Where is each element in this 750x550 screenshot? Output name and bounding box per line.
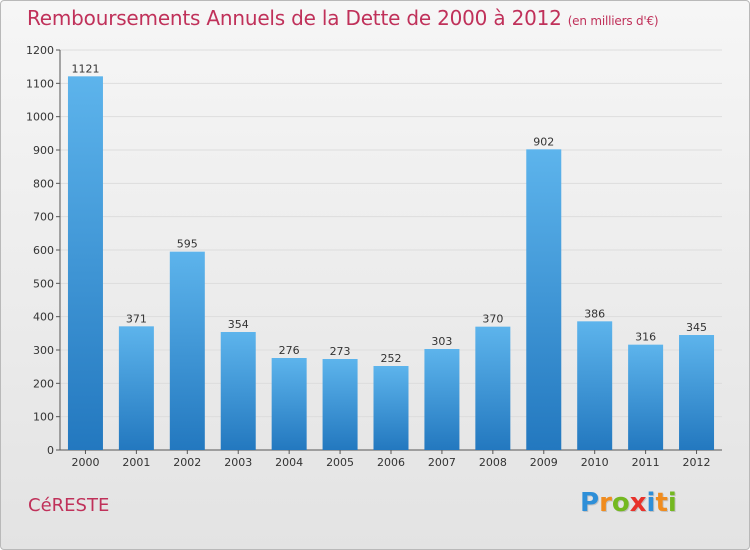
y-tick-label: 600 <box>33 244 54 257</box>
bar-value-label: 371 <box>126 312 147 325</box>
logo-letter: o <box>611 488 630 518</box>
bar-value-label: 303 <box>431 335 452 348</box>
chart-title: Remboursements Annuels de la Dette de 20… <box>27 6 659 30</box>
y-tick-label: 800 <box>33 177 54 190</box>
proxiti-logo: Proxiti <box>580 488 677 518</box>
bar-value-label: 316 <box>635 331 656 344</box>
x-tick-label: 2006 <box>377 456 405 469</box>
x-tick-label: 2010 <box>581 456 609 469</box>
y-tick-label: 400 <box>33 311 54 324</box>
bar <box>118 326 154 450</box>
logo-letter: t <box>655 488 668 518</box>
bar <box>679 335 715 450</box>
commune-name: CéRESTE <box>28 495 110 516</box>
x-tick-label: 2007 <box>428 456 456 469</box>
logo-letter: i <box>646 488 656 518</box>
bar <box>424 349 460 450</box>
title-text: Remboursements Annuels de la Dette de 20… <box>27 6 562 30</box>
x-tick-label: 2012 <box>683 456 711 469</box>
bar-value-label: 273 <box>330 345 351 358</box>
chart-subtitle: (en milliers d'€) <box>567 14 659 28</box>
bar <box>526 149 562 451</box>
logo-letter: x <box>629 488 647 518</box>
bar-value-label: 386 <box>584 307 605 320</box>
bar <box>271 358 307 450</box>
bar <box>577 321 613 450</box>
y-tick-label: 200 <box>33 377 54 390</box>
x-tick-label: 2011 <box>632 456 660 469</box>
y-tick-label: 300 <box>33 344 54 357</box>
x-tick-label: 2002 <box>173 456 201 469</box>
bar-value-label: 354 <box>228 318 249 331</box>
y-tick-label: 1200 <box>26 44 54 57</box>
y-tick-label: 500 <box>33 277 54 290</box>
x-tick-label: 2008 <box>479 456 507 469</box>
bar <box>628 344 664 450</box>
axis-layer: 0 100 200 300 400 500 600 700 800 900 1000 1100 1200 <box>26 44 722 457</box>
logo-letter: P <box>580 488 600 518</box>
y-tick-label: 0 <box>47 444 54 457</box>
bar-value-label: 252 <box>381 352 402 365</box>
bar-layer <box>67 76 715 451</box>
label-layer: 1121 2000 371 2001 595 2002 354 2003 276 2004 273 2… <box>71 62 710 469</box>
bar <box>322 359 358 450</box>
y-tick-label: 1000 <box>26 111 54 124</box>
bar-value-label: 276 <box>279 344 300 357</box>
x-tick-label: 2001 <box>122 456 150 469</box>
x-tick-label: 2003 <box>224 456 252 469</box>
bar <box>169 251 205 450</box>
x-tick-label: 2005 <box>326 456 354 469</box>
bar <box>475 326 511 450</box>
x-tick-label: 2004 <box>275 456 303 469</box>
bar <box>67 76 103 450</box>
x-tick-label: 2000 <box>71 456 99 469</box>
bar <box>220 332 256 450</box>
x-tick-label: 2009 <box>530 456 558 469</box>
bar <box>373 366 409 450</box>
y-tick-label: 100 <box>33 411 54 424</box>
bar-value-label: 370 <box>482 313 503 326</box>
bar-value-label: 345 <box>686 321 707 334</box>
y-tick-label: 700 <box>33 211 54 224</box>
y-tick-label: 900 <box>33 144 54 157</box>
bar-value-label: 1121 <box>71 62 99 75</box>
bar-value-label: 902 <box>533 135 554 148</box>
bar-value-label: 595 <box>177 238 198 251</box>
logo-letter: i <box>667 488 677 518</box>
y-tick-label: 1100 <box>26 77 54 90</box>
logo-letter: r <box>599 488 612 518</box>
